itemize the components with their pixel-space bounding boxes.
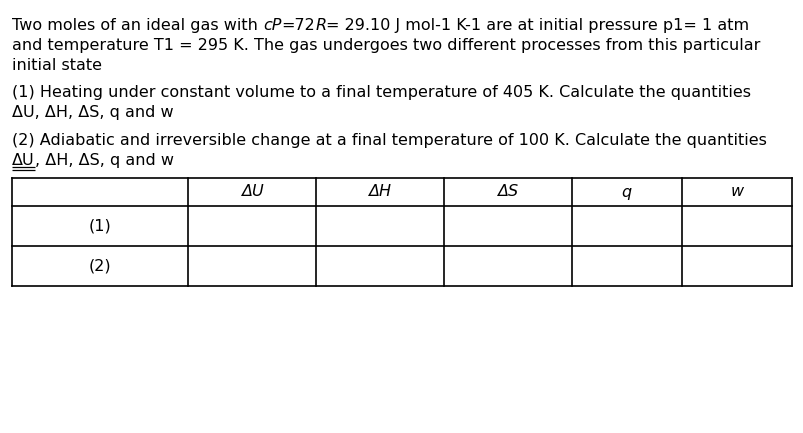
Text: and temperature T1 = 295 K. The gas undergoes two different processes from this : and temperature T1 = 295 K. The gas unde…	[12, 38, 760, 53]
Text: ΔU, ΔH, ΔS, q and w: ΔU, ΔH, ΔS, q and w	[12, 105, 173, 120]
Text: (2) Adiabatic and irreversible change at a final temperature of 100 K. Calculate: (2) Adiabatic and irreversible change at…	[12, 133, 766, 148]
Text: (1) Heating under constant volume to a final temperature of 405 K. Calculate the: (1) Heating under constant volume to a f…	[12, 85, 750, 100]
Text: ΔU: ΔU	[240, 184, 263, 200]
Text: , ΔH, ΔS, q and w: , ΔH, ΔS, q and w	[35, 153, 173, 168]
Text: q: q	[621, 184, 631, 200]
Text: initial state: initial state	[12, 58, 102, 73]
Text: cP: cP	[263, 18, 281, 33]
Text: (2): (2)	[88, 259, 112, 274]
Text: Two moles of an ideal gas with: Two moles of an ideal gas with	[12, 18, 263, 33]
Text: R: R	[315, 18, 326, 33]
Text: (1): (1)	[88, 219, 112, 233]
Text: = 29.10 J mol-1 K-1 are at initial pressure p1= 1 atm: = 29.10 J mol-1 K-1 are at initial press…	[326, 18, 748, 33]
Text: w: w	[729, 184, 743, 200]
Text: =72: =72	[281, 18, 315, 33]
Text: ΔU: ΔU	[12, 153, 35, 168]
Text: ΔH: ΔH	[368, 184, 391, 200]
Text: ΔS: ΔS	[496, 184, 518, 200]
